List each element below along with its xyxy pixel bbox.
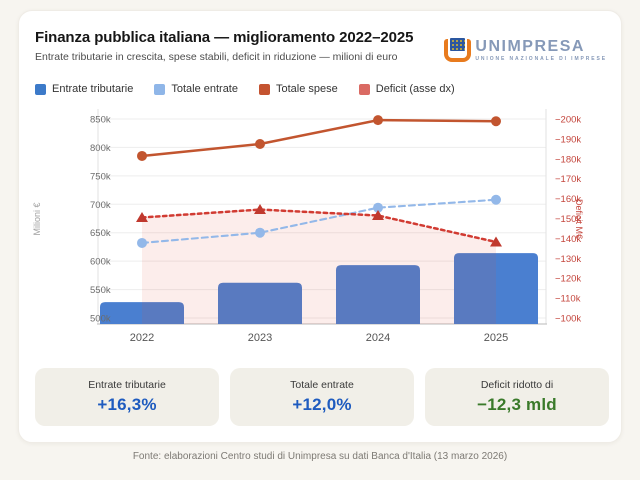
right-axis-title: Deficit M€ [574,199,584,239]
logo-text: UNIMPRESA UNIONE NAZIONALE DI IMPRESE [475,38,607,63]
marker-triangle [136,212,148,223]
legend-item-totale-spese: Totale spese [258,83,338,95]
axis-tick-label: 550k [90,285,111,296]
page-subtitle: Entrate tributarie in crescita, spese st… [35,51,398,63]
axis-tick-label: −200k [555,115,581,126]
marker-dot [491,116,501,127]
chart-legend: Entrate tributarie Totale entrate Totale… [35,83,455,95]
legend-swatch-icon [35,83,46,95]
logo-name: UNIMPRESA [475,38,585,55]
chart-card: Finanza pubblica italiana — migliorament… [18,10,622,443]
marker-triangle [254,204,266,215]
eu-flag-icon [450,38,466,51]
axis-tick-label: −130k [555,254,581,265]
axis-tick-label: 700k [90,200,111,211]
axis-tick-label: 600k [90,257,111,268]
axis-tick-label: −180k [555,154,581,165]
axis-tick-label: 800k [90,143,111,154]
marker-dot [255,139,265,150]
legend-swatch-icon [358,83,370,95]
stat-label: Totale entrate [290,379,354,391]
bar-2023 [218,282,302,324]
axis-tick-label: 650k [90,228,111,239]
axis-tick-label: −170k [555,174,581,185]
axis-tick-label: −140k [555,234,581,245]
marker-dot [137,150,147,161]
axis-tick-label: 850k [90,115,111,126]
stat-entrate-tributarie: Entrate tributarie +16,3% [35,368,219,426]
axis-tick-label: −110k [555,294,581,305]
left-axis-title: Milioni € [32,202,42,235]
x-category-label: 2022 [130,332,154,344]
source-footer: Fonte: elaborazioni Centro studi di Unim… [132,451,508,462]
stats-row: Entrate tributarie +16,3% Totale entrate… [35,368,609,426]
axis-tick-label: −160k [555,194,581,205]
axis-tick-label: −120k [555,274,581,285]
legend-label: Deficit (asse dx) [375,83,455,95]
marker-dot [137,237,147,248]
header: Finanza pubblica italiana — migliorament… [35,29,607,63]
bars-entrate-tributarie [100,253,538,324]
x-category-label: 2024 [366,332,390,344]
legend-swatch-icon [258,83,270,95]
legend-item-totale-entrate: Totale entrate [154,83,238,95]
line-totale-entrate [137,194,501,248]
axis-tick-label: −100k [555,314,581,325]
stat-label: Entrate tributarie [88,379,166,391]
marker-dot [373,115,383,126]
marker-dot [373,202,383,213]
x-category-label: 2025 [484,332,508,344]
marker-triangle [490,236,502,247]
finance-chart: 500k 550k 600k 650k 700k 750k 800k 850k −100k −11… [32,109,584,344]
deficit-area-fill [142,209,496,324]
bar-2022 [100,302,184,324]
line-totale-spese [137,115,501,161]
axis-tick-label: −150k [555,214,581,225]
stat-value: +16,3% [97,395,157,414]
axis-tick-label: 750k [90,171,111,182]
marker-triangle [372,210,384,221]
x-category-label: 2023 [248,332,272,344]
stat-totale-entrate: Totale entrate +12,0% [230,368,414,426]
axis-tick-label: 500k [90,314,111,325]
unimpresa-logo-icon [444,38,472,62]
legend-label: Entrate tributarie [52,83,134,95]
stat-label: Deficit ridotto di [480,379,554,391]
stat-value: +12,0% [292,395,352,414]
logo-tagline: UNIONE NAZIONALE DI IMPRESE [475,56,607,62]
legend-item-deficit: Deficit (asse dx) [358,83,455,95]
stat-deficit-ridotto: Deficit ridotto di −12,3 mld [425,368,609,426]
stat-value: −12,3 mld [477,395,557,414]
page-title: Finanza pubblica italiana — migliorament… [35,29,414,46]
legend-swatch-icon [154,83,166,95]
axis-tick-label: −190k [555,134,581,145]
marker-dot [491,194,501,205]
bar-2024 [336,265,420,324]
legend-label: Totale entrate [171,83,238,95]
line-deficit-asse-dx- [136,204,502,247]
legend-label: Totale spese [275,83,338,95]
legend-item-entrate-tributarie: Entrate tributarie [35,83,133,95]
bar-2025 [454,253,538,324]
unimpresa-logo: UNIMPRESA UNIONE NAZIONALE DI IMPRESE [444,38,607,63]
marker-dot [255,227,265,238]
title-block: Finanza pubblica italiana — migliorament… [35,29,413,63]
